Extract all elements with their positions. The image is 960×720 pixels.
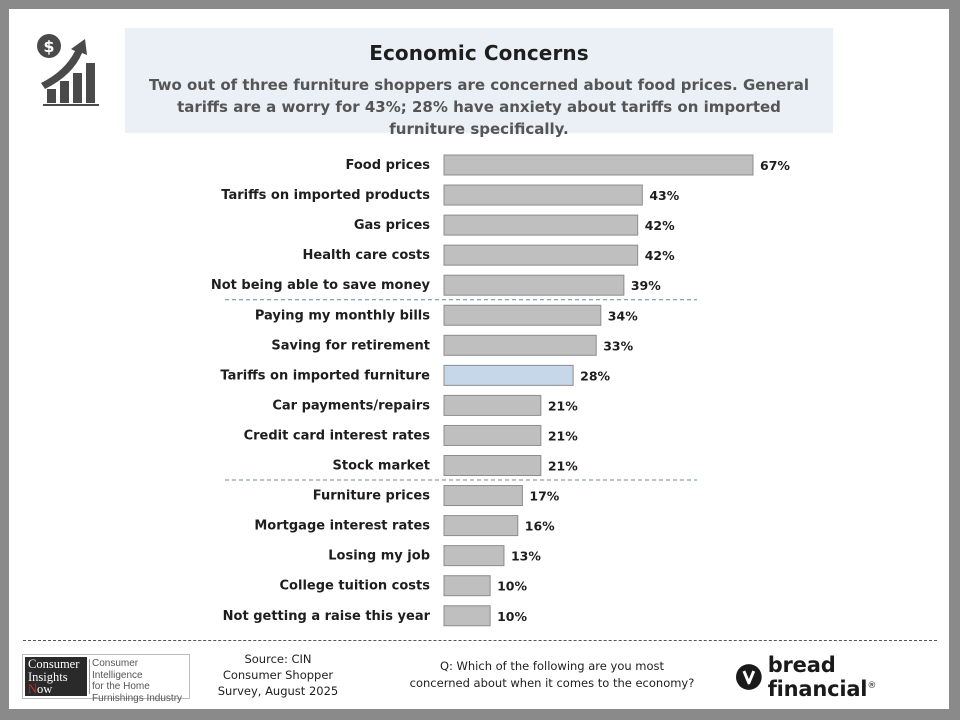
bread-financial-logo: bread financial® <box>735 653 949 701</box>
cin-logo-ow: ow <box>37 682 53 696</box>
bar <box>443 184 643 206</box>
cin-logo-n: N <box>28 682 38 696</box>
slide: $ Economic Concerns Two out of three fur… <box>9 9 949 709</box>
data-label: 16% <box>525 519 555 534</box>
category-label: College tuition costs <box>280 579 431 594</box>
cin-logo-mark: Consumer Insights Now <box>25 657 87 696</box>
question-line2: concerned about when it comes to the eco… <box>409 676 695 690</box>
bar <box>443 334 597 356</box>
survey-question: Q: Which of the following are you most c… <box>389 658 715 692</box>
cin-logo-text-line3: Furnishings Industry <box>92 692 183 704</box>
bar <box>443 274 625 296</box>
bar <box>443 605 491 627</box>
cin-logo-line1: Consumer <box>28 657 80 671</box>
bar <box>443 485 523 507</box>
category-label: Tariffs on imported products <box>221 188 430 203</box>
data-label: 39% <box>631 278 661 293</box>
header-box: Economic Concerns Two out of three furni… <box>125 28 833 138</box>
cin-logo-text-line2: for the Home <box>92 681 150 692</box>
data-label: 21% <box>548 398 578 413</box>
category-label: Saving for retirement <box>271 338 430 353</box>
bar <box>443 364 574 386</box>
category-label: Losing my job <box>328 549 430 564</box>
category-label: Health care costs <box>303 248 431 263</box>
cin-logo-line2: Insights <box>28 669 68 684</box>
bar <box>443 515 519 537</box>
brand-name: bread financial® <box>768 653 949 701</box>
chart-title: Economic Concerns <box>369 41 589 65</box>
data-label: 43% <box>649 188 679 203</box>
source-note: Source: CIN Consumer Shopper Survey, Aug… <box>211 651 345 699</box>
data-label: 42% <box>645 248 675 263</box>
cin-logo-text: Consumer Intelligence for the Home Furni… <box>92 658 187 704</box>
cin-logo-text-line1: Consumer Intelligence <box>92 658 143 681</box>
brand-registered-mark: ® <box>867 681 877 691</box>
cin-logo-rule <box>89 659 90 694</box>
category-label: Not getting a raise this year <box>223 609 431 624</box>
data-label: 13% <box>511 549 541 564</box>
data-label: 10% <box>497 579 527 594</box>
category-label: Tariffs on imported furniture <box>220 368 430 383</box>
data-label: 21% <box>548 459 578 474</box>
bar <box>443 575 491 597</box>
category-label: Food prices <box>346 158 431 173</box>
source-line1: Source: CIN <box>244 652 312 666</box>
chart-subtitle: Two out of three furniture shoppers are … <box>149 76 809 138</box>
bar <box>443 304 602 326</box>
bar <box>443 154 754 176</box>
cin-logo-line3: Now <box>28 683 87 696</box>
data-label: 67% <box>760 158 790 173</box>
category-label: Furniture prices <box>313 489 431 504</box>
bar <box>443 455 542 476</box>
bar <box>443 424 542 446</box>
data-label: 10% <box>497 609 527 624</box>
category-label: Paying my monthly bills <box>255 308 430 323</box>
source-line2: Consumer Shopper <box>222 668 334 682</box>
data-label: 34% <box>608 308 638 323</box>
brand-name-text: bread financial <box>767 653 868 701</box>
bar <box>443 244 639 266</box>
bar <box>443 214 639 236</box>
dollar-growth-chart-icon: $ <box>37 34 99 106</box>
data-label: 17% <box>529 489 559 504</box>
category-label: Credit card interest rates <box>244 428 431 443</box>
source-line3: Survey, August 2025 <box>217 684 339 698</box>
category-label: Not being able to save money <box>211 278 431 293</box>
bread-financial-logo-icon <box>735 664 762 690</box>
footer-divider <box>23 640 937 641</box>
data-label: 42% <box>645 218 675 233</box>
data-label: 28% <box>580 368 610 383</box>
category-label: Mortgage interest rates <box>254 519 430 534</box>
bar-chart: Food prices 67% Tariffs on imported produc… <box>211 154 790 627</box>
category-label: Stock market <box>333 459 430 474</box>
category-label: Gas prices <box>354 218 430 233</box>
cin-logo: Consumer Insights Now Consumer Intellige… <box>22 654 190 704</box>
category-label: Car payments/repairs <box>272 398 430 413</box>
data-label: 21% <box>548 428 578 443</box>
data-label: 33% <box>603 338 633 353</box>
bar <box>443 394 542 416</box>
svg-text:$: $ <box>43 37 54 56</box>
question-line1: Q: Which of the following are you most <box>439 659 665 673</box>
bar <box>443 545 505 567</box>
